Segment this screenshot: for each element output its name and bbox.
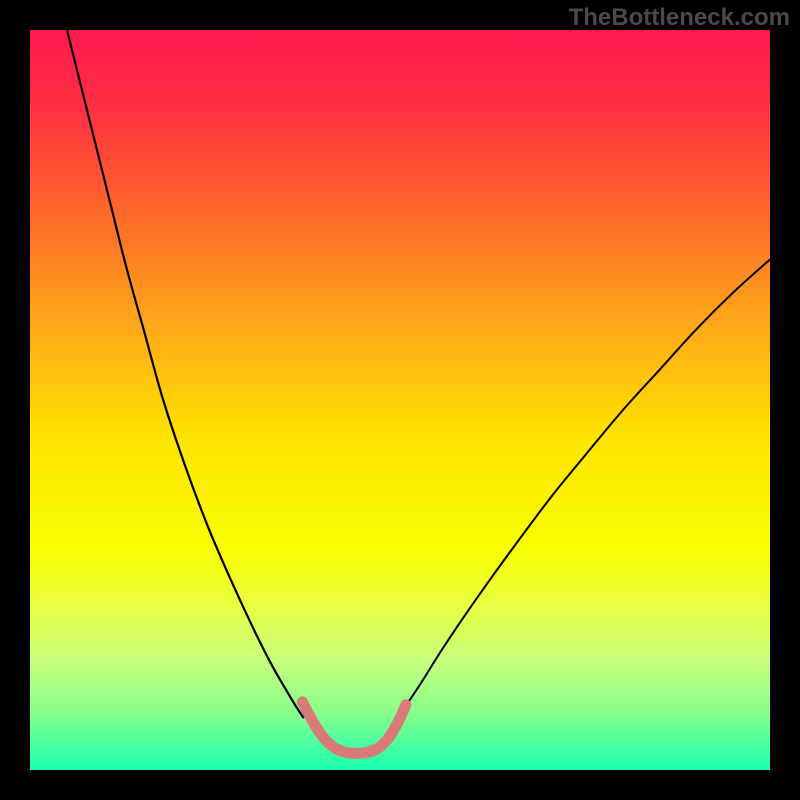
plot-area [30, 30, 770, 770]
plot-svg [30, 30, 770, 770]
gradient-background [30, 30, 770, 770]
chart-canvas: TheBottleneck.com [0, 0, 800, 800]
watermark-text: TheBottleneck.com [569, 4, 790, 32]
